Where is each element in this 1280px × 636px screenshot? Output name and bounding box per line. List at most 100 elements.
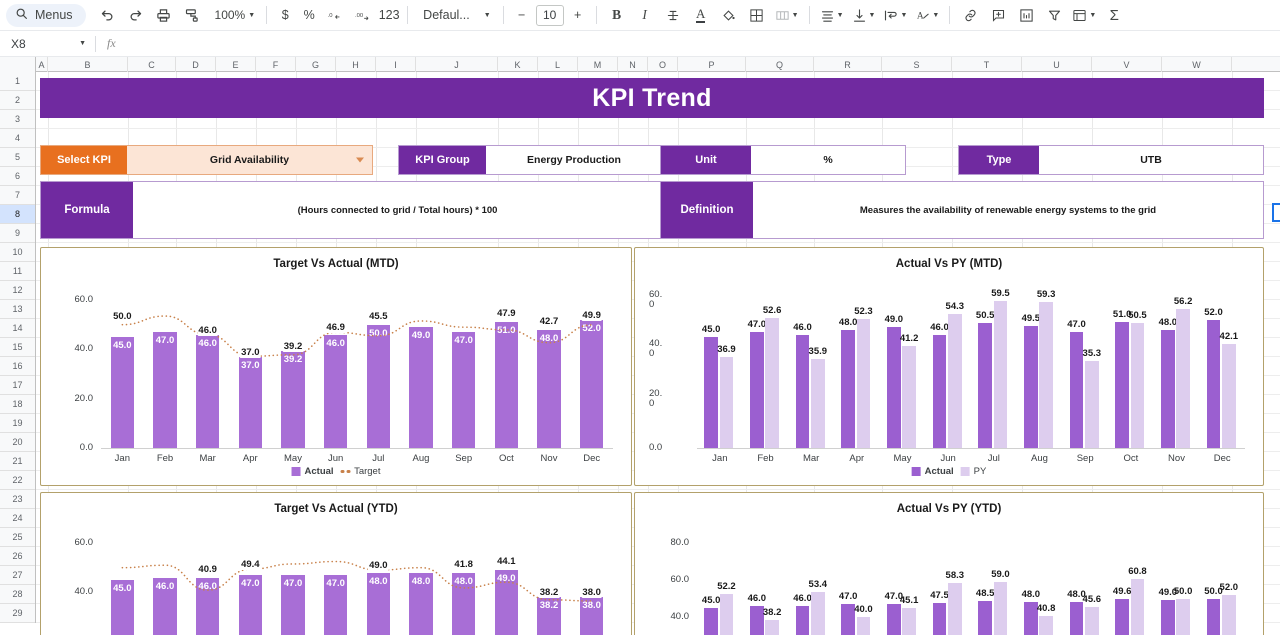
insert-link-icon[interactable]	[957, 3, 983, 27]
row-header-8[interactable]: 8	[0, 205, 35, 224]
legend-item[interactable]: Actual	[291, 466, 334, 477]
kpi-field-kpi-group[interactable]: KPI Group Energy Production	[398, 145, 663, 175]
row-header-20[interactable]: 20	[0, 433, 35, 452]
row-header-5[interactable]: 5	[0, 148, 35, 167]
decrease-font-size-button[interactable]: −	[518, 8, 526, 22]
decrease-decimal-button[interactable]: .0	[322, 3, 348, 27]
undo-button[interactable]	[95, 3, 121, 27]
kpi-field-type[interactable]: Type UTB	[958, 145, 1264, 175]
column-header-B[interactable]: B	[48, 57, 128, 72]
strikethrough-button[interactable]	[660, 3, 686, 27]
row-header-23[interactable]: 23	[0, 490, 35, 509]
column-header-K[interactable]: K	[498, 57, 538, 72]
horizontal-align-button[interactable]: ▼	[817, 3, 847, 27]
column-header-H[interactable]: H	[336, 57, 376, 72]
row-header-24[interactable]: 24	[0, 509, 35, 528]
row-header-29[interactable]: 29	[0, 604, 35, 623]
column-header-E[interactable]: E	[216, 57, 256, 72]
column-header-T[interactable]: T	[952, 57, 1022, 72]
fill-color-button[interactable]	[716, 3, 742, 27]
zoom-control[interactable]: 100% ▼	[207, 3, 260, 27]
column-header-V[interactable]: V	[1092, 57, 1162, 72]
chart-card-target-vs-actual-ytd[interactable]: Target Vs Actual (YTD)20.040.060.045.046…	[40, 492, 632, 635]
column-header-G[interactable]: G	[296, 57, 336, 72]
sheet-area[interactable]: KPI Trend Select KPI Grid Availability KPI…	[36, 72, 1280, 635]
row-header-21[interactable]: 21	[0, 452, 35, 471]
redo-button[interactable]	[123, 3, 149, 27]
column-header-U[interactable]: U	[1022, 57, 1092, 72]
increase-font-size-button[interactable]: +	[574, 8, 582, 22]
chart-card-actual-vs-py-mtd[interactable]: Actual Vs PY (MTD) 0.0 20. 0 40. 0 60. 0 45.0 47.…	[634, 247, 1264, 486]
row-header-11[interactable]: 11	[0, 262, 35, 281]
row-header-28[interactable]: 28	[0, 585, 35, 604]
row-header-19[interactable]: 19	[0, 414, 35, 433]
borders-button[interactable]	[744, 3, 770, 27]
row-header-10[interactable]: 10	[0, 243, 35, 262]
column-header-R[interactable]: R	[814, 57, 882, 72]
paint-format-button[interactable]	[179, 3, 205, 27]
row-header-2[interactable]: 2	[0, 91, 35, 110]
column-header-I[interactable]: I	[376, 57, 416, 72]
column-header-S[interactable]: S	[882, 57, 952, 72]
column-header-N[interactable]: N	[618, 57, 648, 72]
row-header-22[interactable]: 22	[0, 471, 35, 490]
kpi-field-value[interactable]: Grid Availability	[127, 146, 372, 174]
insert-comment-icon[interactable]	[985, 3, 1011, 27]
row-header-13[interactable]: 13	[0, 300, 35, 319]
number-format-button[interactable]: 123	[378, 8, 400, 22]
column-header-C[interactable]: C	[128, 57, 176, 72]
font-family-selector[interactable]: Defaul... ▼	[415, 3, 496, 27]
legend-item[interactable]: PY	[960, 466, 986, 477]
row-header-1[interactable]: 1	[0, 72, 35, 91]
merge-cells-button[interactable]: ▼	[772, 3, 802, 27]
dropdown-arrow-icon[interactable]	[356, 157, 364, 163]
kpi-field-select-kpi[interactable]: Select KPI Grid Availability	[40, 145, 373, 175]
column-header-Q[interactable]: Q	[746, 57, 814, 72]
filter-icon[interactable]	[1041, 3, 1067, 27]
menus-button[interactable]: Menus	[6, 3, 86, 27]
chart-card-target-vs-actual-mtd[interactable]: Target Vs Actual (MTD) 0.0 20.0 40.0 60.0 45.…	[40, 247, 632, 486]
column-header-P[interactable]: P	[678, 57, 746, 72]
column-header-W[interactable]: W	[1162, 57, 1232, 72]
font-size-input[interactable]: 10	[535, 4, 564, 26]
percent-format-button[interactable]: %	[303, 8, 315, 22]
vertical-align-button[interactable]: ▼	[849, 3, 879, 27]
name-box[interactable]: X8 ▼	[0, 31, 95, 56]
column-header-M[interactable]: M	[578, 57, 618, 72]
currency-format-button[interactable]: $	[281, 8, 289, 22]
kpi-field-unit[interactable]: Unit%	[660, 145, 906, 175]
row-header-14[interactable]: 14	[0, 319, 35, 338]
legend-item[interactable]: Actual	[911, 466, 954, 477]
text-rotation-button[interactable]: A ▼	[912, 3, 942, 27]
column-header-O[interactable]: O	[648, 57, 678, 72]
legend-item[interactable]: Target	[340, 466, 380, 477]
row-header-4[interactable]: 4	[0, 129, 35, 148]
text-color-button[interactable]: A	[695, 5, 706, 23]
row-header-3[interactable]: 3	[0, 110, 35, 129]
row-header-7[interactable]: 7	[0, 186, 35, 205]
column-header-L[interactable]: L	[538, 57, 578, 72]
font-size-control[interactable]: − 10 +	[511, 3, 589, 27]
text-wrapping-button[interactable]: ▼	[880, 3, 910, 27]
column-header-A[interactable]: A	[36, 57, 48, 72]
column-header-D[interactable]: D	[176, 57, 216, 72]
select-all-corner[interactable]	[0, 57, 36, 72]
sum-icon[interactable]: Σ	[1109, 6, 1119, 24]
row-header-16[interactable]: 16	[0, 357, 35, 376]
italic-button[interactable]: I	[642, 7, 647, 22]
row-header-17[interactable]: 17	[0, 376, 35, 395]
bold-button[interactable]: B	[612, 7, 622, 22]
row-header-26[interactable]: 26	[0, 547, 35, 566]
row-header-6[interactable]: 6	[0, 167, 35, 186]
column-header-F[interactable]: F	[256, 57, 296, 72]
row-header-9[interactable]: 9	[0, 224, 35, 243]
increase-decimal-button[interactable]: .00	[350, 3, 376, 27]
row-header-18[interactable]: 18	[0, 395, 35, 414]
insert-chart-icon[interactable]	[1013, 3, 1039, 27]
row-header-25[interactable]: 25	[0, 528, 35, 547]
functions-icon[interactable]: ▼	[1069, 3, 1099, 27]
print-button[interactable]	[151, 3, 177, 27]
row-header-15[interactable]: 15	[0, 338, 35, 357]
column-header-J[interactable]: J	[416, 57, 498, 72]
row-header-27[interactable]: 27	[0, 566, 35, 585]
